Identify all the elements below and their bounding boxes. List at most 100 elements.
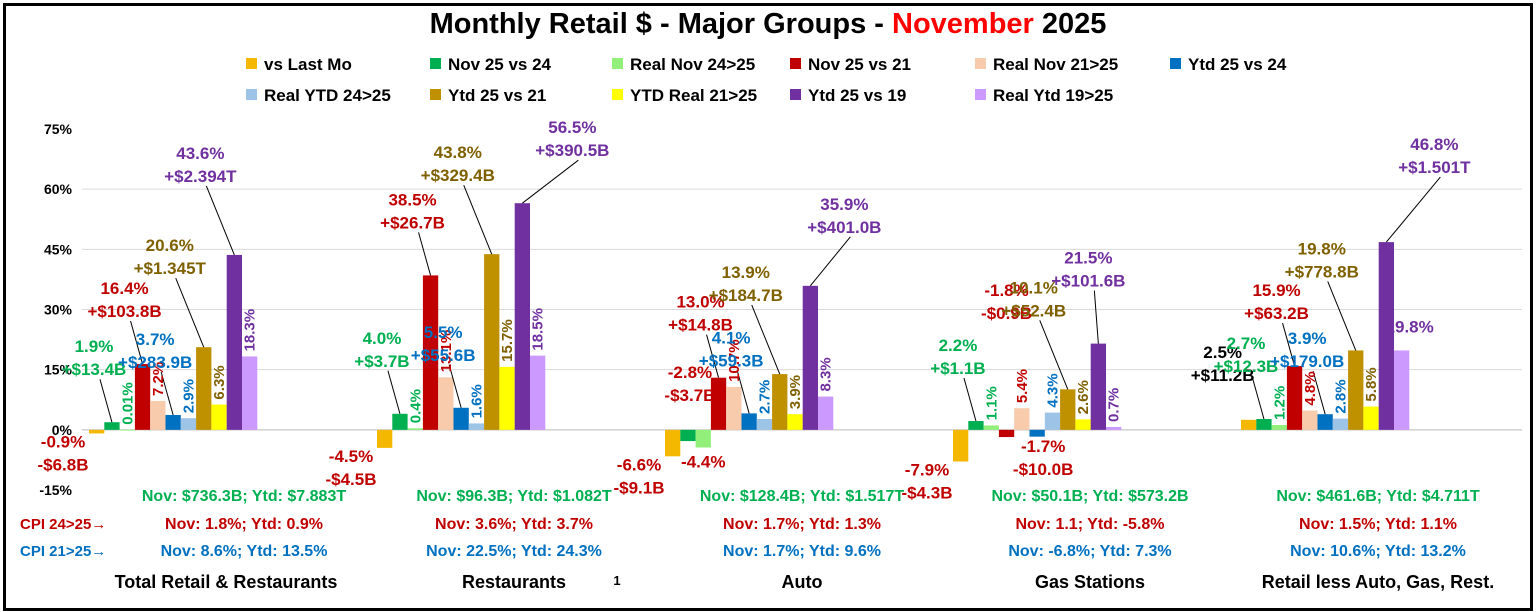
data-label: 1.6% — [468, 384, 485, 418]
bar-real-nov-21-25 — [1302, 410, 1318, 430]
data-label: 13.0% +$14.8B — [668, 293, 733, 335]
data-label: 13.1% — [438, 330, 455, 373]
legend-label: vs Last Mo — [264, 55, 352, 74]
leader-line — [522, 159, 579, 204]
data-label-line: +$329.4B — [421, 166, 495, 185]
data-label: 13.9% +$184.7B — [709, 263, 783, 305]
data-label-line: +$184.7B — [709, 286, 783, 305]
group-info-text: Nov: 3.6%; Ytd: 3.7% — [435, 516, 593, 533]
data-label-line: +$283.9B — [118, 353, 192, 372]
y-axis: -15% 0% 15% 30% 45% 60% 75% — [39, 121, 72, 498]
data-label: 43.8% +$329.4B — [421, 143, 495, 185]
leader-line — [706, 334, 720, 378]
leader-line — [736, 370, 750, 414]
group-info-text: Nov: $50.1B; Ytd: $573.2B — [991, 488, 1188, 505]
group-info-text: Nov: 1.7%; Ytd: 1.3% — [723, 516, 881, 533]
leader-line — [1385, 176, 1441, 243]
group-info-text: Nov: $736.3B; Ytd: $7.883T — [142, 488, 346, 505]
data-label-line: -4.5% — [329, 447, 373, 466]
bars — [89, 203, 1410, 462]
data-label-line: +$390.5B — [535, 141, 609, 160]
bar-ytd-real-21-25 — [787, 414, 803, 430]
bar-ytd-25-vs-21 — [1060, 389, 1076, 430]
category-label: Gas Stations — [1035, 572, 1145, 592]
bar-ytd-real-21-25 — [1075, 419, 1091, 430]
data-label: 19.8% +$778.8B — [1285, 239, 1359, 281]
data-label: 4.3% — [1044, 373, 1061, 407]
leader-line — [175, 278, 205, 348]
x-axis: Total Retail & Restaurants Restaurants Aut… — [115, 572, 1495, 592]
y-tick-label: -15% — [39, 482, 72, 498]
data-label-line: -6.6% — [617, 455, 661, 474]
data-label-line: 13.0% — [676, 293, 724, 312]
data-label-line: 46.8% — [1410, 135, 1458, 154]
data-label: 0.01% — [119, 382, 136, 425]
leader-line — [1093, 290, 1099, 344]
legend: vs Last Mo Nov 25 vs 24 Real Nov 24>25 Nov … — [246, 55, 1287, 105]
leader-lines — [99, 159, 1441, 423]
leader-line — [963, 377, 977, 422]
y-tick-label: 15% — [44, 362, 73, 378]
cpi-label: CPI 21>25→ — [20, 543, 106, 560]
data-label-line: 5.5% — [424, 323, 463, 342]
data-label-line: -$6.8B — [37, 455, 88, 474]
data-label-line: -$9.1B — [613, 478, 664, 497]
data-label: 43.6% +$2.394T — [164, 144, 237, 186]
data-label-line: 43.8% — [434, 143, 482, 162]
bar-real-nov-24-25 — [119, 429, 135, 431]
data-label-line: 3.7% — [136, 330, 175, 349]
bar-real-nov-24-25 — [1271, 425, 1287, 430]
data-label: 18.5% — [530, 308, 547, 351]
data-label: 15.7% — [499, 319, 516, 362]
bar-nov-25-vs-24 — [680, 429, 696, 442]
group-info-text: Nov: 22.5%; Ytd: 24.3% — [426, 543, 602, 560]
page-number: 1 — [613, 573, 620, 588]
group-info-text: Nov: 1.5%; Ytd: 1.1% — [1299, 516, 1457, 533]
data-label: -1.8% -$0.9B — [981, 281, 1032, 323]
data-label-line: +$1.345T — [134, 259, 207, 278]
data-label-line: +$59.3B — [699, 351, 764, 370]
data-label-line: +$55.6B — [411, 346, 476, 365]
data-label: -7.9% -$4.3B — [901, 461, 952, 503]
bar-real-nov-24-25 — [695, 429, 711, 448]
data-label: 1.9% +$13.4B — [62, 337, 127, 379]
leader-line — [205, 185, 235, 256]
legend-swatch — [612, 89, 623, 100]
bar-nov-25-vs-24 — [1256, 419, 1272, 430]
data-label: -0.9% -$6.8B — [37, 432, 88, 474]
data-label: 1.1% — [983, 386, 1000, 420]
data-label: 0.7% — [1106, 388, 1123, 422]
legend-swatch — [246, 89, 257, 100]
y-tick-label: 60% — [44, 181, 73, 197]
bar-real-ytd-19-25 — [242, 356, 258, 430]
bar-real-nov-24-25 — [407, 428, 423, 430]
data-label-line: 4.1% — [712, 328, 751, 347]
data-label-line: 2.7% — [1227, 334, 1266, 353]
bar-vs-last-mo — [1241, 419, 1257, 430]
bar-real-ytd-24-25 — [1332, 418, 1349, 430]
data-label: 19.8% — [1386, 317, 1434, 336]
leader-line — [1327, 281, 1357, 351]
legend-label: Ytd 25 vs 24 — [1188, 55, 1287, 74]
y-tick-label: 45% — [44, 241, 73, 257]
leader-line — [448, 364, 462, 408]
legend-label: Real Nov 21>25 — [993, 55, 1118, 74]
legend-swatch — [975, 89, 986, 100]
leader-line — [130, 320, 144, 365]
bar-nov-25-vs-21 — [1286, 366, 1303, 430]
bar-real-nov-21-25 — [438, 377, 454, 430]
group-info-text: Nov: 1.7%; Ytd: 9.6% — [723, 543, 881, 560]
bar-ytd-25-vs-21 — [772, 374, 788, 430]
data-label: 46.8% +$1.501T — [1398, 135, 1471, 177]
legend-swatch — [790, 58, 801, 69]
legend-label: Nov 25 vs 24 — [448, 55, 552, 74]
data-label: -4.4% — [681, 452, 725, 471]
legend-swatch — [1170, 58, 1181, 69]
data-label-line: +$14.8B — [668, 316, 733, 335]
bar-ytd-real-21-25 — [499, 366, 515, 430]
bar-vs-last-mo — [89, 429, 105, 434]
group-info: Nov: $736.3B; Ytd: $7.883T Nov: $96.3B; Y… — [20, 488, 1480, 560]
leader-line — [809, 236, 851, 287]
data-label-line: 21.5% — [1064, 249, 1112, 268]
